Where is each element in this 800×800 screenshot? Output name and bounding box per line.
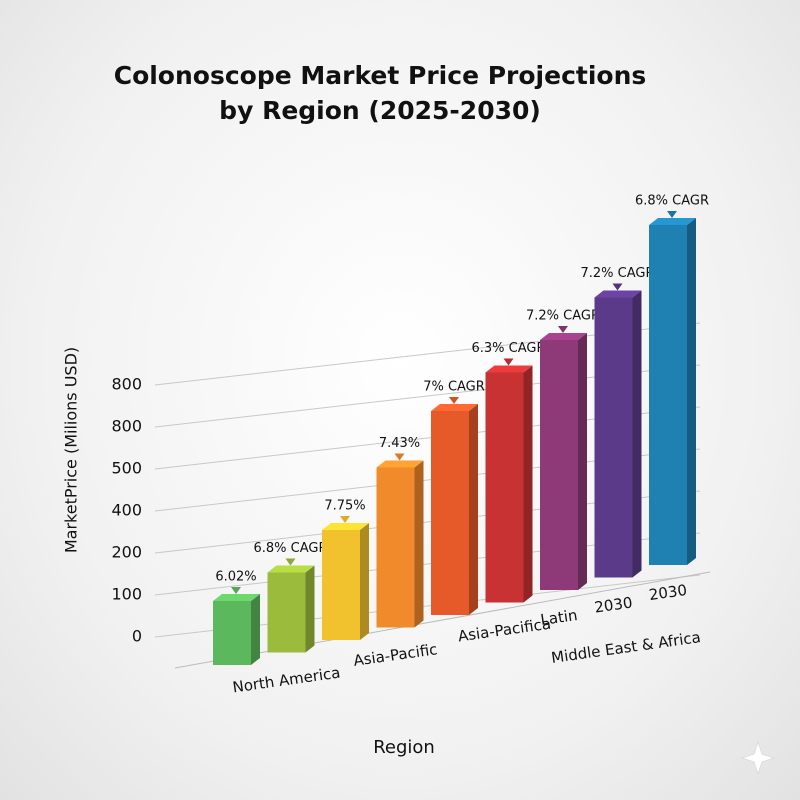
value-label: 7.2% CAGR [580,266,654,281]
bar-side [687,218,696,565]
label-marker [231,587,241,594]
x-tick-label: 2030 [593,593,633,616]
label-marker [558,326,568,333]
x-tick-label: North America [231,664,341,697]
bar-side [632,290,642,578]
bar [540,340,578,590]
bar-top [649,218,696,225]
y-tick-label: 800 [111,417,142,436]
floor-line [174,571,711,669]
x-tick-label: 2030 [648,581,688,604]
label-marker [449,397,459,404]
bar [322,530,360,640]
y-tick-label: 100 [111,585,142,604]
x-tick-label: Asia-Pacific [352,640,438,670]
value-label: 6.8% CAGR [635,194,709,209]
bar-top [376,460,424,468]
label-marker [503,358,514,366]
bar-side [469,404,478,615]
bar [213,601,251,665]
label-marker [612,283,623,291]
bar-top [485,365,533,373]
value-label: 7.2% CAGR [526,309,600,324]
bar [594,297,633,578]
sparkle-icon [740,740,776,776]
bar [431,411,469,615]
label-marker [667,211,677,218]
bar-side [578,333,587,590]
x-axis-label: Region [373,737,435,758]
bar [485,372,524,603]
bar-top [213,594,260,601]
bar-top [540,333,587,340]
label-marker [285,558,296,566]
value-label: 7.43% [379,436,420,451]
label-marker [340,516,350,523]
value-label: 7.75% [324,499,365,514]
y-tick-label: 400 [111,501,142,520]
bar-top [431,404,478,411]
bar [649,225,687,565]
bar-side [523,365,533,603]
y-tick-label: 200 [111,543,142,562]
value-label: 6.8% CAGR [253,541,327,556]
label-marker [394,453,405,461]
bar-side [414,460,424,628]
x-tick-label: Asia-Pacifica [457,615,552,646]
y-tick-label: 800 [111,375,142,394]
value-label: 6.3% CAGR [471,341,545,356]
bar-side [305,565,315,653]
y-axis-label: MarketPrice (Milions USD) [62,347,81,553]
value-label: 7% CAGR [423,380,485,395]
y-tick-label: 0 [132,627,142,646]
bar-side [360,523,369,640]
bar [267,572,306,653]
bar-top [594,290,642,298]
y-tick-label: 500 [111,459,142,478]
x-tick-label: Latin [539,606,578,629]
x-note: Middle East & Africa [550,628,702,667]
value-label: 6.02% [215,570,256,585]
bar-top [267,565,315,573]
bar-top [322,523,369,530]
bar [376,467,415,628]
chart-title: Colonoscope Market Price Projections by … [113,61,647,125]
bar-side [251,594,260,665]
